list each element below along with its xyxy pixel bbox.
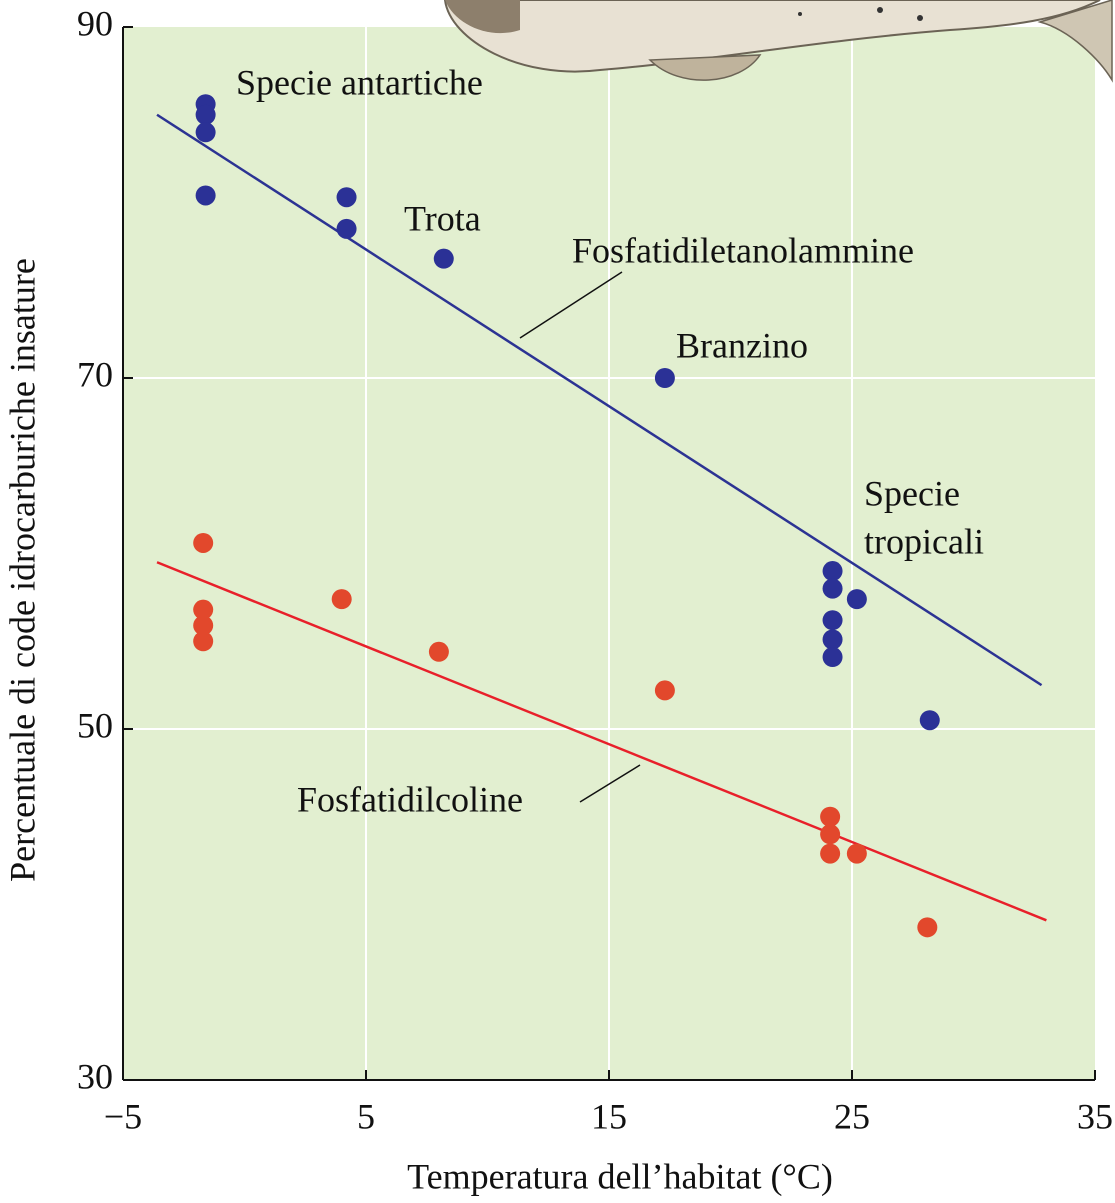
data-point: [917, 917, 938, 938]
leader-line: [519, 271, 623, 339]
x-tick-label: 25: [834, 1096, 870, 1136]
data-point: [193, 599, 214, 620]
data-point: [336, 187, 357, 208]
x-axis-title: Temperatura dell’habitat (°C): [407, 1156, 833, 1196]
series-label: Fosfatidiletanolammine: [572, 230, 914, 270]
data-point: [336, 218, 357, 239]
data-point: [820, 824, 841, 845]
leader-line: [579, 764, 641, 803]
data-point: [822, 629, 843, 650]
annotation: Trota: [404, 198, 481, 238]
data-point: [193, 631, 214, 652]
x-tick-label: 15: [591, 1096, 627, 1136]
x-tick-label: −5: [104, 1096, 142, 1136]
data-point: [654, 368, 675, 388]
data-point: [433, 248, 454, 269]
data-point: [195, 122, 216, 143]
data-point: [195, 104, 216, 125]
y-tick-label: 50: [77, 705, 113, 745]
trend-line: [156, 561, 1047, 922]
data-point: [193, 532, 214, 553]
data-point: [822, 647, 843, 668]
data-point: [822, 610, 843, 631]
data-point: [331, 589, 352, 610]
y-tick-label: 90: [77, 3, 113, 43]
data-point: [846, 843, 867, 864]
data-point: [195, 185, 216, 206]
annotation: Specie: [864, 473, 960, 513]
annotation: tropicali: [864, 521, 984, 561]
data-point: [654, 680, 675, 701]
data-point: [822, 561, 843, 582]
y-tick-label: 70: [77, 354, 113, 394]
y-tick-label: 30: [77, 1056, 113, 1096]
data-point: [822, 578, 843, 599]
data-point: [820, 806, 841, 827]
annotation: Specie antartiche: [236, 62, 483, 102]
data-point: [428, 641, 449, 662]
series-label: Fosfatidilcoline: [297, 779, 523, 819]
trend-line: [156, 113, 1043, 687]
data-point: [193, 615, 214, 636]
data-point: [919, 710, 940, 731]
x-tick-label: 35: [1077, 1096, 1113, 1136]
y-axis-title: Percentuale di code idrocarburiche insat…: [2, 258, 42, 882]
data-point: [846, 589, 867, 610]
x-tick-label: 5: [357, 1096, 375, 1136]
data-point: [820, 843, 841, 864]
annotation: Branzino: [676, 325, 808, 365]
fish-illustration: [443, 0, 1113, 83]
